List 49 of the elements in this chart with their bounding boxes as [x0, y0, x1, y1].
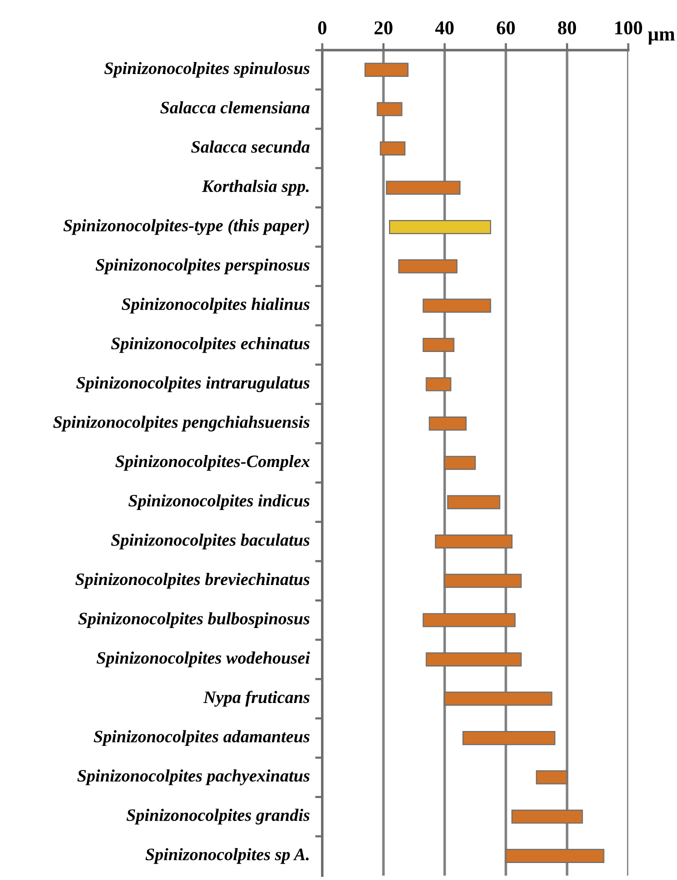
- x-tick-label: 0: [318, 21, 326, 34]
- y-tick-label: Spinizonocolpites sp A.: [146, 848, 309, 864]
- x-axis-title: µm: [648, 31, 675, 45]
- y-tick-label: Spinizonocolpites bulbospinosus: [78, 612, 310, 628]
- y-tick-label: Spinizonocolpites-Complex: [115, 455, 310, 471]
- bar: [389, 220, 492, 234]
- y-tick-label: Salacca clemensiana: [160, 101, 310, 114]
- bar: [364, 62, 408, 77]
- y-tick-label: Spinizonocolpites pachyexinatus: [77, 769, 310, 786]
- y-tick-label: Spinizonocolpites grandis: [126, 808, 310, 825]
- x-tick-label: 100: [615, 21, 642, 34]
- y-tick-label: Spinizonocolpites hialinus: [122, 298, 310, 314]
- bar: [426, 377, 452, 392]
- y-tick-label: Spinizonocolpites echinatus: [111, 337, 310, 353]
- bar: [462, 730, 556, 746]
- bar: [434, 534, 513, 549]
- bar: [505, 848, 604, 863]
- bar: [511, 810, 583, 824]
- bar: [444, 692, 552, 706]
- y-tick-label: Korthalsia spp.: [202, 180, 309, 196]
- y-tick-label: Spinizonocolpites perspinosus: [96, 258, 310, 274]
- y-tick-label: Spinizonocolpites baculatus: [111, 534, 310, 550]
- bar: [536, 770, 568, 784]
- bar: [386, 180, 461, 195]
- x-tick-label: 20: [374, 21, 392, 34]
- y-tick-label: Spinizonocolpites spinulosus: [104, 62, 310, 78]
- bar: [422, 298, 492, 313]
- y-tick-label: Spinizonocolpites intrarugulatus: [76, 376, 310, 392]
- x-tick-label: 80: [558, 21, 576, 34]
- bar: [447, 495, 500, 510]
- y-tick-label: Spinizonocolpites pengchiahsuensis: [53, 416, 310, 432]
- y-tick-label: Spinizonocolpites breviechinatus: [75, 572, 310, 589]
- bar: [422, 613, 516, 628]
- x-tick-label: 60: [496, 21, 515, 34]
- bar: [376, 102, 402, 116]
- y-tick-label: Nypa fruticans: [203, 690, 310, 707]
- y-tick-label: Spinizonocolpites adamanteus: [94, 730, 310, 746]
- x-tick-label: 40: [435, 21, 454, 34]
- bar: [398, 259, 458, 274]
- bar: [380, 141, 406, 156]
- bar: [444, 456, 476, 470]
- y-tick-label: Spinizonocolpites wodehousei: [96, 652, 310, 668]
- bar: [422, 338, 454, 352]
- y-tick-label: Spinizonocolpites indicus: [128, 494, 310, 510]
- y-tick-label: Salacca secunda: [191, 140, 310, 153]
- bar: [444, 574, 522, 588]
- bar: [428, 416, 467, 431]
- bar: [426, 652, 522, 666]
- y-tick-label: Spinizonocolpites-type (this paper): [63, 219, 309, 235]
